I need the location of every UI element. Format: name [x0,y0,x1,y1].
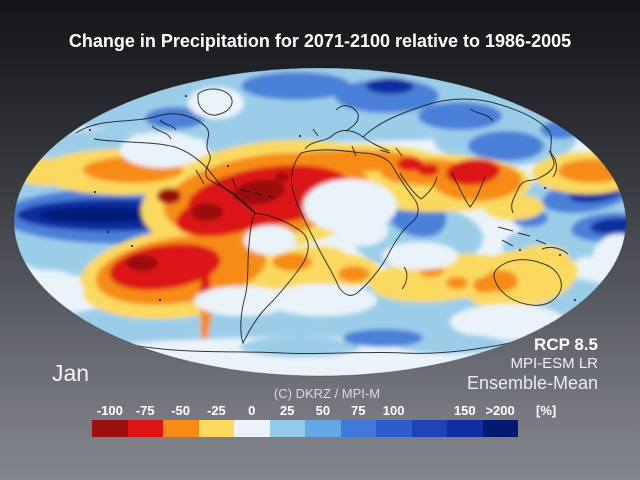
colorbar-segment [234,420,270,437]
colorbar-tick: 50 [315,403,331,418]
model-name: MPI-ESM LR [510,355,598,373]
colorbar-segment [376,420,412,437]
ensemble-label: Ensemble-Mean [466,372,598,393]
colorbar-tick: 75 [351,403,366,418]
colorbar-segment [269,420,305,437]
map-rim [13,67,627,377]
colorbar-tick: -75 [135,403,155,418]
colorbar-tick: -25 [206,403,226,418]
colorbar-bar [92,420,518,437]
colorbar-ticks: -100 -75 -50 -25 0 25 50 75 100 150 >200 [92,403,518,418]
colorbar-tick: -100 [96,403,123,418]
colorbar-unit: [%] [536,403,557,418]
island-specks [89,95,576,301]
colorbar: -100 -75 -50 -25 0 25 50 75 100 150 >200 [%] [92,403,556,437]
precipitation-field [14,68,626,376]
scenario-panel: RCP 8.5 MPI-ESM LR Ensemble-Mean [467,335,598,394]
colorbar-segment [127,420,163,437]
colorbar-tick: 25 [279,403,295,418]
scenario-name: RCP 8.5 [534,335,598,354]
colorbar-tick: 100 [382,403,405,418]
colorbar-segment [411,420,447,437]
colorbar-segment [198,420,234,437]
credit-line: (C) DKRZ / MPI-M [273,386,381,401]
colorbar-segment [163,420,199,437]
colorbar-segment [340,420,376,437]
colorbar-tick: >200 [485,403,515,418]
page-title: Change in Precipitation for 2071-2100 re… [68,31,572,51]
month-label: Jan [52,360,90,386]
colorbar-tick: 0 [248,403,256,418]
colorbar-segment [447,420,483,437]
colorbar-segment [305,420,341,437]
colorbar-segment [482,420,518,437]
colorbar-tick: -50 [171,403,190,418]
colorbar-tick: 150 [453,403,476,418]
colorbar-segment [92,420,128,437]
